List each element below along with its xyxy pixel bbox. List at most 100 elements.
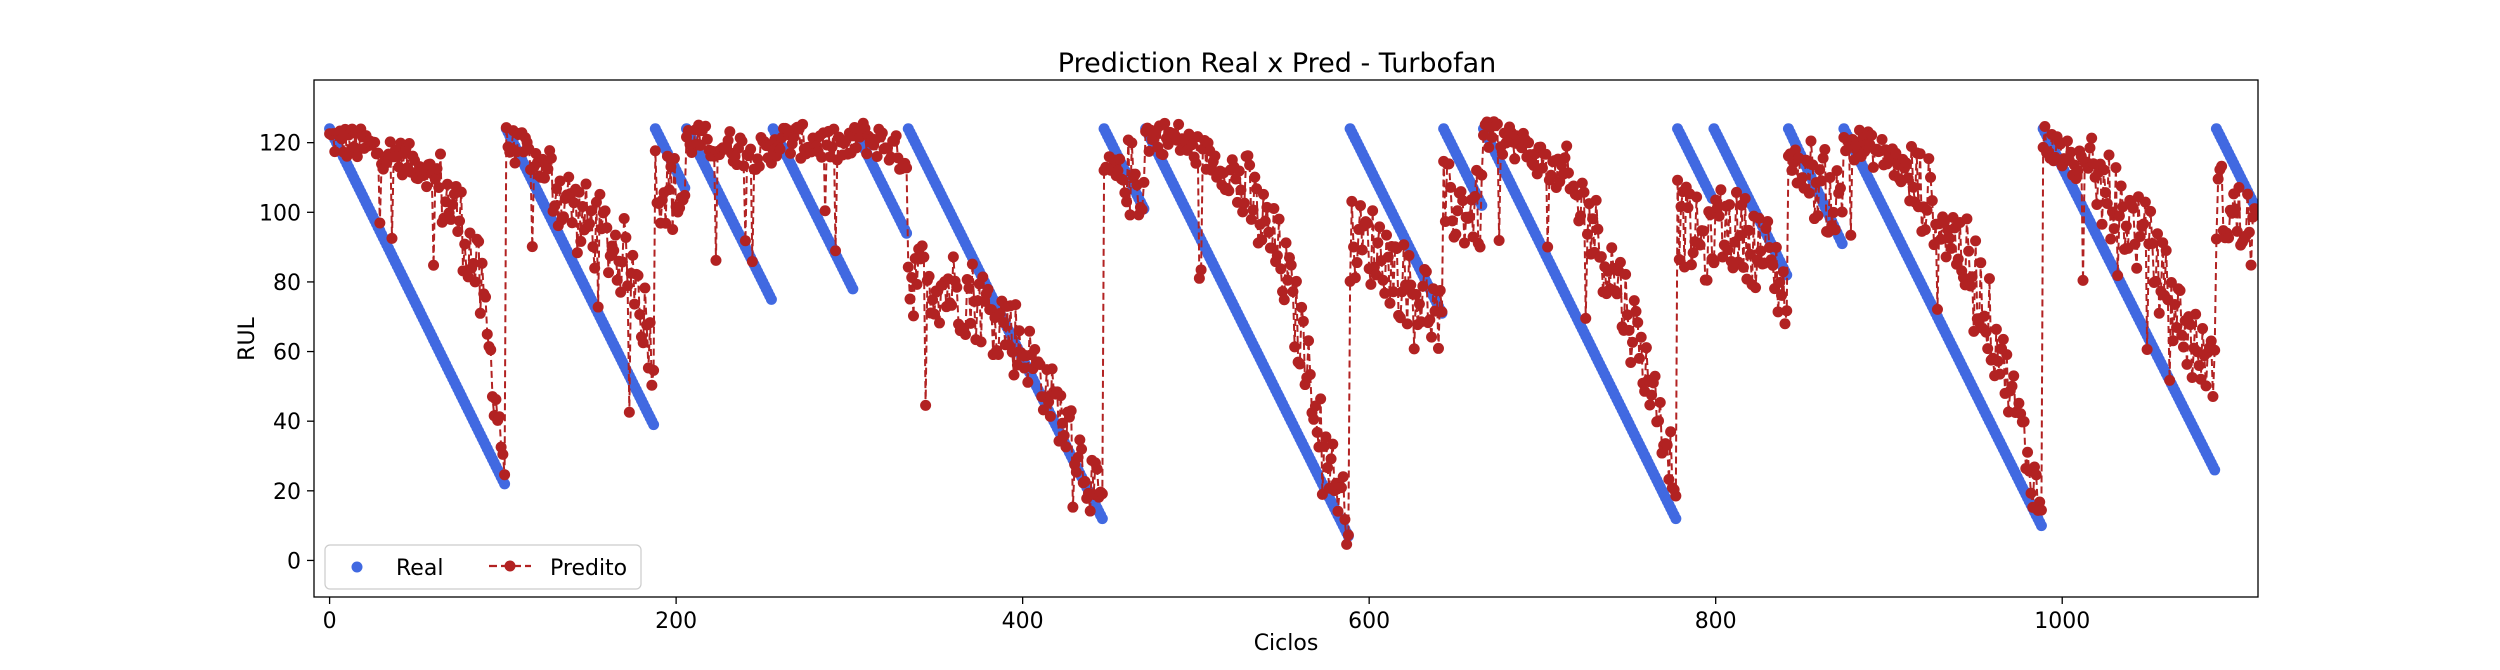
pred-point [2030, 469, 2042, 481]
pred-point [928, 308, 940, 320]
pred-point [1611, 288, 1623, 300]
pred-point [1405, 279, 1417, 291]
pred-point [1008, 369, 1020, 381]
y-axis-label: RUL [235, 316, 260, 360]
pred-point [2193, 360, 2205, 372]
pred-point [1944, 232, 1956, 244]
pred-point [784, 147, 796, 159]
pred-point [1578, 186, 1590, 198]
plot-area [324, 116, 2258, 550]
x-tick-label: 600 [1348, 609, 1390, 634]
y-tick-label: 0 [287, 549, 301, 574]
pred-point [890, 130, 902, 142]
x-axis-label: Ciclos [1254, 631, 1319, 656]
pred-point [1836, 206, 1848, 218]
pred-point [1263, 226, 1275, 238]
pred-point [1540, 148, 1552, 160]
pred-point [1737, 261, 1749, 273]
pred-point [637, 337, 649, 349]
pred-point [1625, 356, 1637, 368]
pred-point [2072, 165, 2084, 177]
pred-point [384, 136, 396, 148]
pred-point [1753, 212, 1765, 224]
pred-point [1762, 216, 1774, 228]
pred-point [1661, 439, 1673, 451]
pred-point [1387, 286, 1399, 298]
pred-point [608, 245, 620, 257]
pred-point [454, 215, 466, 227]
pred-point [580, 178, 592, 190]
pred-point [575, 235, 587, 247]
pred-point [615, 286, 627, 298]
pred-point [1356, 244, 1368, 256]
pred-point [876, 127, 888, 139]
pred-point [850, 142, 862, 154]
legend-pred-label: Predito [550, 556, 627, 581]
pred-point [1367, 205, 1379, 217]
pred-point [2171, 321, 2183, 333]
pred-point [1432, 342, 1444, 354]
pred-point [1294, 358, 1306, 370]
pred-point [329, 146, 341, 158]
pred-point [1620, 268, 1632, 280]
pred-point [1074, 434, 1086, 446]
pred-point [1096, 488, 1108, 500]
pred-point [1621, 309, 1633, 321]
pred-point [1365, 278, 1377, 290]
pred-point [1812, 210, 1824, 222]
pred-point [1575, 210, 1587, 222]
pred-point [509, 157, 521, 169]
pred-point [1434, 284, 1446, 296]
pred-point [933, 317, 945, 329]
pred-point [2205, 335, 2217, 347]
pred-point [1685, 259, 1697, 271]
pred-point [620, 231, 632, 243]
pred-point [372, 147, 384, 159]
pred-point [1079, 476, 1091, 488]
pred-point [1235, 184, 1247, 196]
pred-point [1644, 399, 1656, 411]
pred-point [577, 200, 589, 212]
pred-point [1374, 221, 1386, 233]
pred-point [1290, 275, 1302, 287]
pred-point [1037, 404, 1049, 416]
pred-point [2146, 238, 2158, 250]
real-point [765, 293, 777, 305]
pred-point [568, 197, 580, 209]
pred-point [1339, 513, 1351, 525]
pred-point [920, 399, 932, 411]
x-tick-label: 200 [655, 609, 697, 634]
pred-point [1450, 228, 1462, 240]
pred-point [1173, 118, 1185, 130]
pred-point [1975, 257, 1987, 269]
real-point [1096, 513, 1108, 525]
pred-point [616, 256, 628, 268]
pred-point [2186, 371, 2198, 383]
pred-point [1417, 280, 1429, 292]
real-point [648, 419, 660, 431]
pred-point [904, 293, 916, 305]
pred-point [1233, 165, 1245, 177]
pred-point [1992, 355, 2004, 367]
pred-point [1119, 187, 1131, 199]
pred-point [918, 251, 930, 263]
pred-point [2018, 416, 2030, 428]
pred-point [1483, 141, 1495, 153]
pred-point [1545, 169, 1557, 181]
pred-point [601, 222, 613, 234]
pred-point [1420, 266, 1432, 278]
pred-point [1592, 223, 1604, 235]
pred-point [1646, 389, 1658, 401]
pred-point [2006, 380, 2018, 392]
pred-point [2207, 391, 2219, 403]
pred-point [429, 173, 441, 185]
pred-point [1372, 237, 1384, 249]
pred-point [545, 152, 557, 164]
pred-point [2077, 274, 2089, 286]
pred-point [1722, 244, 1734, 256]
pred-point [1297, 315, 1309, 327]
pred-point [434, 148, 446, 160]
real-point [2209, 464, 2221, 476]
pred-point [2039, 121, 2051, 133]
pred-point [2049, 151, 2061, 163]
